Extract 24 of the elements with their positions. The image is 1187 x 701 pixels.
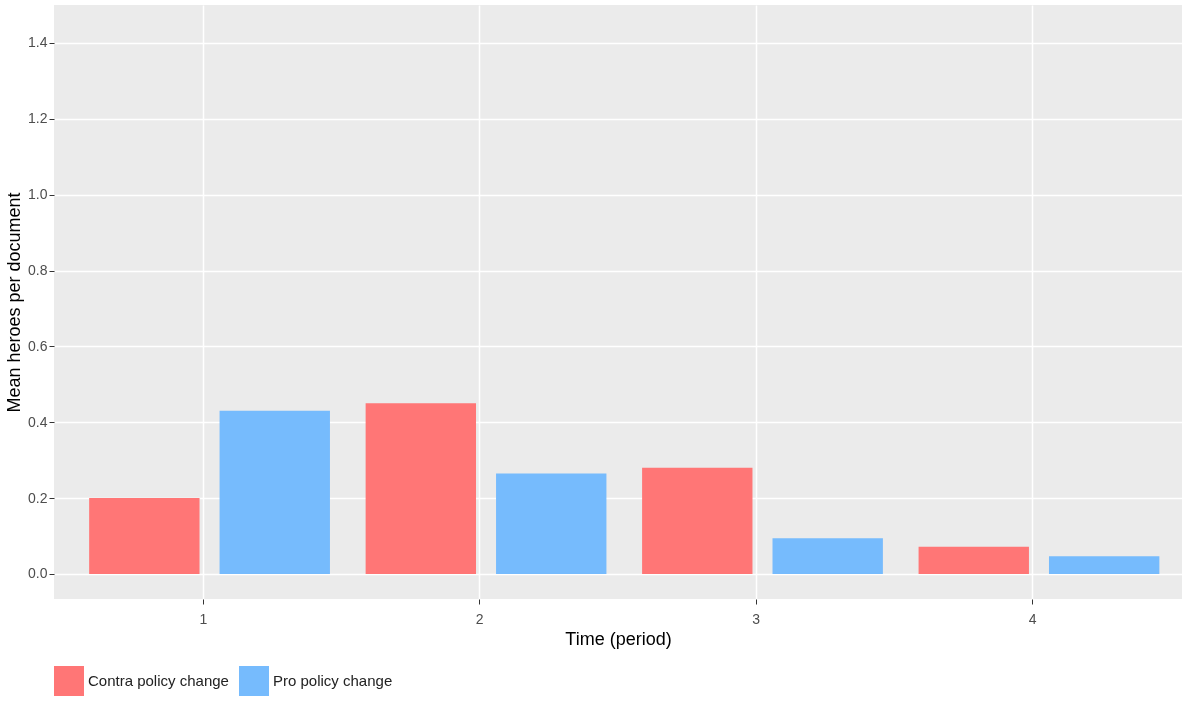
bar — [1048, 556, 1160, 574]
bar — [365, 403, 477, 574]
y-tick-label: 1.2 — [28, 110, 48, 127]
y-tick-label: 0.8 — [28, 262, 48, 279]
bar — [918, 546, 1029, 574]
bar — [642, 467, 753, 574]
y-tick-label: 0.0 — [28, 565, 48, 582]
bar — [496, 473, 607, 574]
y-tick-label: 1.0 — [28, 186, 48, 203]
bar — [89, 498, 200, 574]
y-tick-label: 0.4 — [28, 413, 48, 430]
y-tick-label: 1.4 — [28, 34, 48, 51]
y-axis-title: Mean heroes per document — [4, 192, 25, 413]
x-tick-label: 1 — [199, 610, 208, 627]
x-tick-label: 2 — [475, 610, 484, 627]
legend-label: Contra policy change — [88, 672, 229, 689]
y-tick-label: 0.6 — [28, 337, 48, 354]
x-axis-title: Time (period) — [565, 628, 672, 649]
bar — [772, 538, 883, 574]
x-tick-label: 4 — [1028, 610, 1037, 627]
y-tick-label: 0.2 — [28, 489, 48, 506]
x-tick-label: 3 — [752, 610, 761, 627]
bar — [219, 410, 330, 574]
legend-label: Pro policy change — [273, 672, 393, 689]
